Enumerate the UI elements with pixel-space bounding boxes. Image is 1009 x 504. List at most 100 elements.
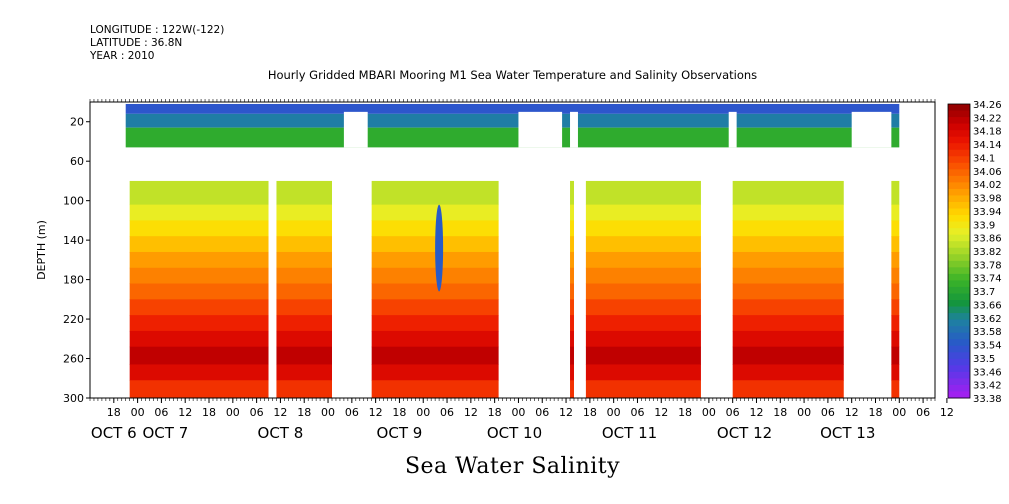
x-hour-label-28: 18 [773,406,787,419]
colorbar-swatch-42 [948,378,970,386]
colorbar-swatch-27 [948,280,970,288]
segment-4-band-3 [585,236,701,253]
shallow-gap-0 [343,111,368,148]
y-tick-label-260: 260 [63,353,84,366]
x-date-label-4: OCT 10 [487,424,542,442]
colorbar-swatch-34 [948,326,970,334]
segment-5-band-5 [732,267,844,285]
y-tick-label-100: 100 [63,195,84,208]
segment-3-band-3 [570,236,574,253]
segment-3-band-2 [570,220,574,237]
colorbar-swatch-36 [948,339,970,347]
colorbar-swatch-32 [948,313,970,321]
segment-3-band-6 [570,283,574,300]
chart-subtitle: Sea Water Salinity [404,454,621,479]
x-hour-label-3: 12 [178,406,192,419]
x-hour-label-25: 00 [702,406,716,419]
segment-2-band-1 [371,204,499,221]
segment-1-band-1 [276,204,332,221]
segment-5-band-8 [732,315,844,332]
segment-6-band-3 [891,236,900,253]
colorbar-swatch-26 [948,273,970,281]
segment-6-band-8 [891,315,900,332]
shallow-gap-4 [851,111,892,148]
segment-2-band-6 [371,283,499,300]
colorbar-swatch-0 [948,104,970,112]
segment-4-band-11 [585,364,701,381]
segment-0-band-11 [129,364,269,381]
segment-2-band-4 [371,251,499,269]
segment-0-band-1 [129,204,269,221]
segment-4-band-0 [585,180,701,206]
x-hour-label-7: 12 [273,406,287,419]
fresh-intrusion [435,204,444,292]
colorbar-label-21: 33.42 [973,381,1002,392]
segment-4-band-10 [585,346,701,365]
x-hour-label-9: 00 [321,406,335,419]
colorbar-swatch-10 [948,169,970,177]
segment-2-band-12 [371,380,499,398]
x-hour-label-1: 00 [131,406,145,419]
x-hour-label-19: 12 [559,406,573,419]
segment-4-band-1 [585,204,701,221]
segment-5-band-6 [732,283,844,300]
segment-6-band-2 [891,220,900,237]
segment-5-band-0 [732,180,844,206]
plot-frame [89,101,936,399]
segment-1-band-5 [276,267,332,285]
shallow-band-1 [125,113,900,128]
colorbar-swatch-19 [948,228,970,236]
x-hour-label-6: 06 [250,406,264,419]
colorbar-swatch-4 [948,130,970,138]
colorbar-label-13: 33.74 [973,274,1002,285]
colorbar-label-16: 33.62 [973,314,1002,325]
segment-2-band-0 [371,180,499,206]
longitude-label: LONGITUDE : 122W(-122) [90,24,225,36]
segment-1-band-0 [276,180,332,206]
segment-0-band-9 [129,330,269,348]
segment-5-band-10 [732,346,844,365]
x-hour-label-29: 00 [797,406,811,419]
segment-5-band-1 [732,204,844,221]
colorbar-swatch-20 [948,234,970,242]
segment-4-band-6 [585,283,701,300]
colorbar-swatch-11 [948,175,970,183]
shallow-gap-1 [518,111,563,148]
x-hour-label-33: 00 [892,406,906,419]
x-hour-label-8: 18 [297,406,311,419]
segment-4-band-4 [585,251,701,269]
colorbar-label-19: 33.5 [973,354,995,365]
shallow-gap-3 [728,111,737,148]
shallow-gap-2 [570,111,578,148]
segment-6-band-12 [891,380,900,398]
segment-3-band-8 [570,315,574,332]
x-hour-label-34: 06 [916,406,930,419]
x-hour-label-21: 00 [607,406,621,419]
segment-6-band-11 [891,364,900,381]
colorbar-swatch-2 [948,117,970,125]
colorbar-label-5: 34.06 [973,167,1002,178]
segment-6-band-10 [891,346,900,365]
segment-2-band-5 [371,267,499,285]
segment-4-band-5 [585,267,701,285]
chart-title: Hourly Gridded MBARI Mooring M1 Sea Wate… [267,68,758,82]
x-hour-label-23: 12 [654,406,668,419]
colorbar-swatch-41 [948,371,970,379]
segment-1-band-7 [276,299,332,316]
colorbar-swatch-35 [948,332,970,340]
y-tick-label-180: 180 [63,274,84,287]
colorbar-swatch-3 [948,123,970,131]
x-date-label-0: OCT 6 [91,424,137,442]
segment-1-band-8 [276,315,332,332]
colorbar-swatch-22 [948,247,970,255]
x-hour-label-32: 18 [868,406,882,419]
data-layer [125,103,900,398]
colorbar-swatch-28 [948,286,970,294]
segment-4-band-7 [585,299,701,316]
colorbar-label-1: 34.22 [973,113,1002,124]
x-hour-label-26: 06 [726,406,740,419]
x-hour-label-31: 12 [845,406,859,419]
colorbar-swatch-39 [948,358,970,366]
colorbar-swatch-25 [948,267,970,275]
segment-4-band-8 [585,315,701,332]
